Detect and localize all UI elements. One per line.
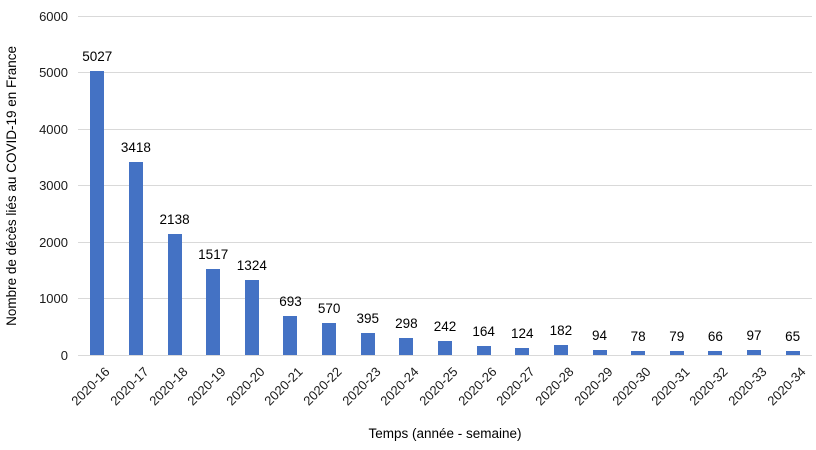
- data-label-2020-23: 395: [356, 311, 379, 326]
- data-label-2020-24: 298: [395, 316, 418, 331]
- gridline: [78, 185, 812, 186]
- bar-2020-17: [128, 162, 143, 355]
- bar-2020-16: [90, 71, 105, 355]
- y-tick-label: 0: [60, 347, 68, 363]
- bar-2020-25: [438, 341, 452, 355]
- bar-2020-29: [592, 350, 607, 355]
- bar-2020-26: [476, 346, 491, 355]
- gridline: [78, 72, 812, 73]
- data-label-2020-31: 79: [669, 329, 685, 344]
- bar-2020-23: [360, 333, 375, 355]
- bar-2020-18: [167, 234, 182, 355]
- bar-2020-31: [669, 351, 684, 355]
- data-label-2020-34: 65: [785, 329, 801, 344]
- bar-2020-33: [747, 350, 762, 355]
- data-label-2020-20: 1324: [236, 258, 267, 273]
- data-label-2020-33: 97: [746, 328, 762, 343]
- bar-2020-34: [785, 351, 800, 355]
- data-label-2020-17: 3418: [120, 140, 151, 155]
- y-tick-label: 3000: [39, 178, 68, 193]
- bar-2020-20: [244, 280, 259, 355]
- data-label-2020-32: 66: [707, 329, 723, 344]
- bar-2020-24: [399, 338, 414, 355]
- bar-2020-30: [631, 351, 646, 355]
- x-tick-label-2020-34: 2020-34: [764, 363, 816, 408]
- y-tick-label: 6000: [39, 8, 68, 24]
- data-label-2020-25: 242: [433, 319, 457, 334]
- x-axis-title: Temps (année - semaine): [368, 426, 522, 441]
- data-label-2020-27: 124: [510, 326, 534, 341]
- bar-2020-32: [708, 351, 723, 355]
- data-label-2020-19: 1517: [198, 247, 229, 262]
- gridline: [78, 354, 812, 356]
- y-tick-label: 1000: [39, 291, 68, 306]
- gridline: [78, 298, 812, 299]
- bar-2020-27: [515, 348, 530, 355]
- data-label-2020-21: 693: [279, 294, 302, 309]
- bar-2020-19: [206, 269, 221, 355]
- y-tick-label: 2000: [39, 234, 68, 250]
- data-label-2020-28: 182: [549, 323, 573, 338]
- x-tick-label-text: 2020-16: [68, 364, 113, 409]
- bar-2020-22: [322, 323, 337, 355]
- gridline: [78, 241, 812, 243]
- bar-2020-28: [553, 345, 568, 355]
- y-tick-label: 4000: [39, 121, 68, 137]
- gridline: [78, 15, 812, 17]
- data-label-2020-29: 94: [592, 328, 608, 343]
- gridline: [78, 128, 812, 130]
- data-label-2020-26: 164: [472, 324, 495, 339]
- bar-2020-21: [283, 316, 298, 355]
- data-label-2020-16: 5027: [82, 49, 113, 64]
- y-tick-label: 5000: [39, 65, 68, 80]
- data-label-2020-30: 78: [630, 329, 646, 344]
- data-label-2020-22: 570: [317, 301, 341, 316]
- data-label-2020-18: 2138: [159, 212, 190, 227]
